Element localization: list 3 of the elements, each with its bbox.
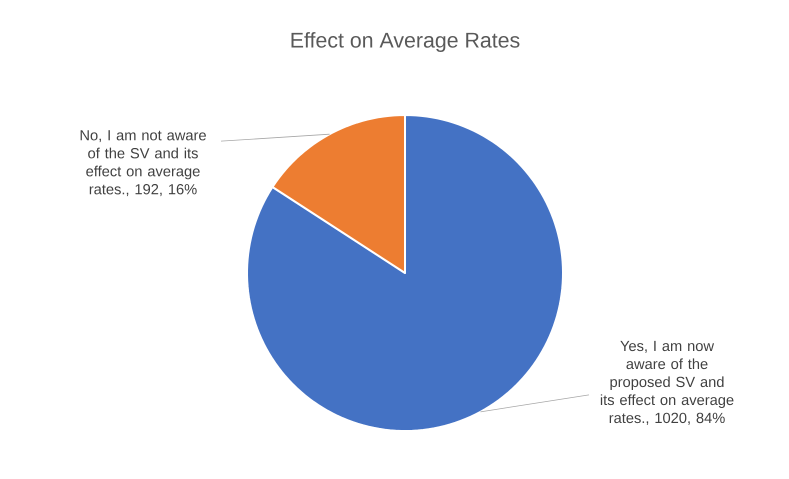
- slice-label: Yes, I am now aware of the proposed SV and its effect on average rates., 1020, 84%: [600, 340, 734, 425]
- chart-title: Effect on Average Rates: [292, 32, 520, 52]
- slice-label: No, I am not aware of the SV and its effect on average rates., 192, 16%: [80, 130, 206, 196]
